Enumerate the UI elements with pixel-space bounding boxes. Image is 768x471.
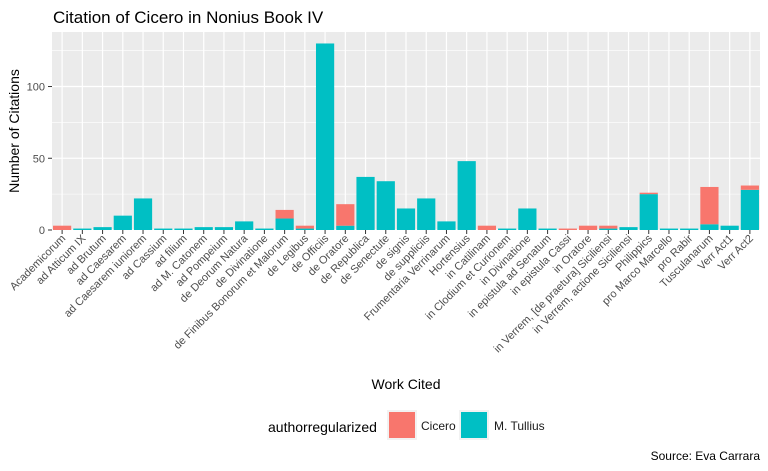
bar-m-tullius: [295, 228, 314, 230]
bar-m-tullius: [700, 224, 719, 230]
bar-m-tullius: [720, 225, 739, 230]
bar-cicero: [53, 225, 72, 230]
bar-m-tullius: [376, 181, 395, 230]
bar-m-tullius: [437, 221, 456, 230]
bar-m-tullius: [194, 227, 213, 230]
bar-cicero: [578, 225, 598, 230]
bar-cicero: [275, 209, 294, 219]
bar-m-tullius: [315, 43, 335, 231]
bar-m-tullius: [619, 227, 638, 230]
bar-cicero: [336, 204, 355, 226]
bar-m-tullius: [174, 228, 193, 230]
bar-m-tullius: [680, 228, 699, 230]
bar-cicero: [599, 225, 618, 229]
legend-key-cicero: [389, 412, 415, 438]
bar-m-tullius: [214, 227, 234, 230]
chart-title: Citation of Cicero in Nonius Book IV: [53, 8, 324, 27]
bar-cicero: [740, 185, 759, 190]
bar-m-tullius: [538, 228, 557, 230]
y-tick-label: 50: [33, 153, 45, 165]
bar-m-tullius: [457, 161, 476, 230]
legend-label-cicero: Cicero: [421, 419, 456, 433]
bar-cicero: [700, 186, 719, 225]
bar-cicero: [295, 225, 314, 229]
y-tick-label: 100: [27, 82, 45, 94]
legend-title: authorregularized: [268, 419, 377, 435]
bar-m-tullius: [275, 218, 294, 230]
y-tick-label: 0: [39, 225, 45, 237]
bar-m-tullius: [659, 228, 679, 230]
legend-label-tullius: M. Tullius: [494, 419, 545, 433]
y-axis-title: Number of Citations: [6, 69, 22, 193]
bar-m-tullius: [235, 221, 254, 230]
legend-key-tullius: [461, 412, 487, 438]
bar-cicero: [558, 228, 577, 230]
x-axis-title: Work Cited: [372, 376, 441, 392]
bar-m-tullius: [417, 198, 436, 230]
y-axis: 0 50 100: [27, 82, 52, 237]
bar-m-tullius: [133, 198, 153, 230]
bar-m-tullius: [356, 176, 375, 230]
bars: [53, 43, 759, 231]
legend: authorregularized Cicero M. Tullius: [268, 410, 545, 440]
bar-m-tullius: [740, 189, 759, 230]
bar-m-tullius: [93, 227, 112, 230]
bar-m-tullius: [336, 225, 355, 230]
bar-m-tullius: [73, 228, 92, 230]
bar-cicero: [639, 192, 658, 195]
bar-m-tullius: [518, 208, 537, 230]
bar-m-tullius: [498, 228, 517, 230]
source-caption: Source: Eva Carrara: [651, 449, 761, 463]
bar-m-tullius: [639, 194, 658, 230]
bar-m-tullius: [255, 228, 274, 230]
bar-m-tullius: [396, 208, 416, 230]
bar-m-tullius: [154, 228, 173, 230]
bar-m-tullius: [599, 228, 618, 230]
bar-cicero: [477, 225, 497, 230]
bar-m-tullius: [113, 215, 132, 230]
